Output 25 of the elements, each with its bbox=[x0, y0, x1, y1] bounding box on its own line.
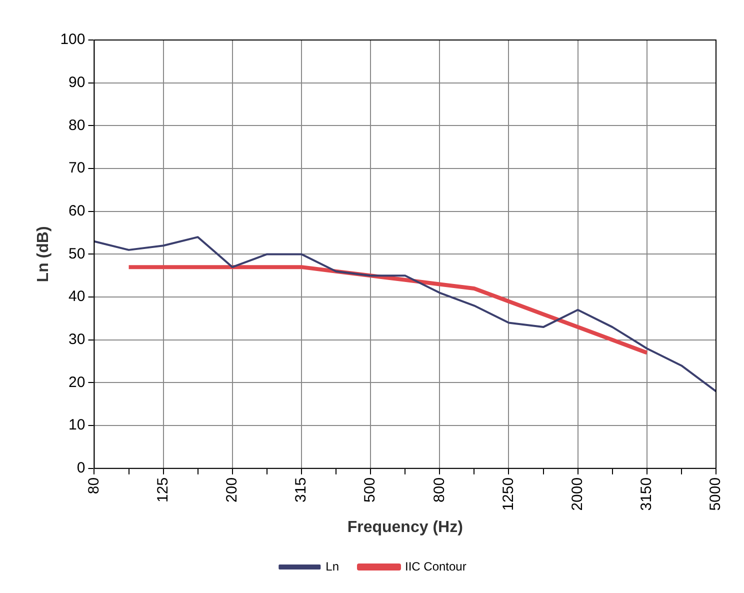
x-tick-label: 80 bbox=[85, 477, 102, 494]
y-tick-label: 100 bbox=[60, 31, 86, 48]
y-tick-label: 30 bbox=[68, 331, 86, 348]
legend-label: Ln bbox=[326, 559, 340, 574]
y-tick-label: 20 bbox=[68, 374, 86, 391]
x-tick-label: 125 bbox=[154, 477, 172, 502]
y-tick-label: 50 bbox=[68, 245, 86, 262]
x-tick-label: 1250 bbox=[500, 477, 517, 511]
x-tick-label: 800 bbox=[430, 477, 448, 502]
x-tick-label: 500 bbox=[362, 477, 379, 502]
y-tick-label: 40 bbox=[68, 288, 86, 306]
y-axis-title: Ln (dB) bbox=[35, 226, 52, 282]
y-tick-label: 90 bbox=[68, 74, 86, 91]
x-tick-label: 2000 bbox=[568, 477, 586, 511]
y-tick-label: 10 bbox=[68, 416, 86, 434]
legend-label: IIC Contour bbox=[404, 559, 466, 574]
x-axis-title: Frequency (Hz) bbox=[347, 518, 463, 536]
y-tick-label: 0 bbox=[76, 460, 86, 477]
x-tick-label: 200 bbox=[224, 477, 241, 502]
y-tick-label: 60 bbox=[68, 202, 86, 220]
x-tick-label: 315 bbox=[292, 477, 310, 502]
x-tick-label: 3150 bbox=[638, 477, 656, 511]
y-tick-label: 80 bbox=[68, 116, 86, 134]
y-tick-label: 70 bbox=[68, 160, 86, 177]
x-tick-label: 5000 bbox=[707, 477, 724, 511]
